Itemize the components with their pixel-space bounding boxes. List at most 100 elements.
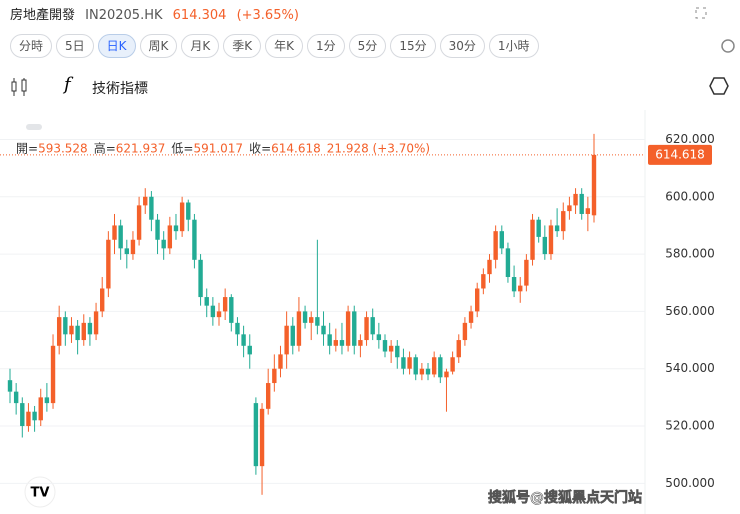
period-button[interactable]: 季K xyxy=(223,34,262,58)
candle-body xyxy=(364,317,369,341)
candle-body xyxy=(81,322,86,341)
candle-body xyxy=(413,357,418,375)
candle-body xyxy=(407,357,412,369)
candle-body xyxy=(38,397,43,421)
candle-body xyxy=(50,345,56,404)
candle-body xyxy=(198,259,203,298)
legend-value: 621.937 xyxy=(116,142,166,156)
header: 房地產開發 IN20205.HK 614.304 (+3.65%) xyxy=(10,4,299,23)
candle-body xyxy=(69,325,74,335)
candle-body xyxy=(431,357,437,375)
candle-body xyxy=(7,380,13,392)
candle-body xyxy=(265,383,271,409)
indicator-button[interactable]: 技術指標 xyxy=(92,81,148,97)
candle-body xyxy=(585,208,591,214)
candle-body xyxy=(579,193,584,214)
candle-body xyxy=(376,334,382,341)
watermark: 搜狐号@搜狐黑点天门站 xyxy=(488,489,642,506)
stock-code: IN20205.HK xyxy=(85,8,163,23)
candle-body xyxy=(511,277,517,292)
tv-logo: TV xyxy=(24,476,56,508)
period-button[interactable]: 5分 xyxy=(348,34,387,58)
candle-body xyxy=(13,391,19,404)
candle-body xyxy=(438,357,443,378)
candle-body xyxy=(327,334,332,346)
candle-body xyxy=(32,411,37,421)
candle-body xyxy=(302,311,308,323)
candle-body xyxy=(106,239,111,289)
candle-body xyxy=(100,288,105,312)
y-tick-label: 600.000 xyxy=(665,189,715,203)
candle-body xyxy=(536,219,541,237)
period-button[interactable]: 月K xyxy=(181,34,220,58)
settings-icon xyxy=(721,39,735,53)
legend-value: 21.928 (+3.70%) xyxy=(327,142,430,156)
candle-body xyxy=(296,311,302,346)
candle-body xyxy=(481,274,486,289)
candle-body xyxy=(118,225,123,249)
period-button[interactable]: 年K xyxy=(265,34,304,58)
legend-value: 591.017 xyxy=(193,142,243,156)
period-button[interactable]: 分時 xyxy=(10,34,53,58)
candle-body xyxy=(155,219,160,240)
period-toolbar: 分時 5日 日K 周K 月K 季K 年K 1分 5分 15分 30分 1小時 xyxy=(10,34,539,58)
candle-body xyxy=(444,371,449,378)
candle-body xyxy=(548,225,554,255)
candle-body xyxy=(216,311,222,318)
period-button[interactable]: 1小時 xyxy=(488,34,539,58)
candle-body xyxy=(309,317,314,323)
candle-body xyxy=(573,193,578,206)
candle-body xyxy=(370,317,375,335)
candle-body xyxy=(222,297,228,312)
candle-body xyxy=(167,225,173,249)
candle-body xyxy=(75,325,80,341)
candle-body xyxy=(136,205,142,240)
y-tick-label: 540.000 xyxy=(665,361,715,375)
last-price-label: 614.618 xyxy=(655,147,705,161)
candle-body xyxy=(425,368,431,375)
legend-value: 614.618 xyxy=(271,142,321,156)
candle-body xyxy=(44,397,50,404)
price: 614.304 xyxy=(172,8,227,23)
y-tick-label: 580.000 xyxy=(665,247,715,261)
candle-body xyxy=(20,403,25,427)
period-button[interactable]: 日K xyxy=(97,34,136,58)
candle-body xyxy=(56,317,62,346)
candle-body xyxy=(290,325,295,346)
period-button[interactable]: 周K xyxy=(139,34,178,58)
period-button[interactable]: 15分 xyxy=(390,34,436,58)
candle-body xyxy=(87,322,93,335)
candle-body xyxy=(210,305,216,318)
candle-body xyxy=(333,340,339,346)
candle-body xyxy=(567,205,572,212)
candle-body xyxy=(401,357,406,369)
fullscreen-icon xyxy=(695,7,707,19)
candle-body xyxy=(518,285,523,292)
period-button[interactable]: 5日 xyxy=(56,34,94,58)
candle-body xyxy=(63,317,68,335)
candle-body xyxy=(450,357,455,372)
legend-label: 收= xyxy=(249,142,271,156)
candle-body xyxy=(241,334,246,346)
collapse-handle xyxy=(26,124,42,130)
period-button[interactable]: 1分 xyxy=(307,34,345,58)
candle-body xyxy=(284,325,289,355)
layout-icon xyxy=(709,77,729,95)
candle-body xyxy=(382,340,388,352)
y-tick-label: 560.000 xyxy=(665,304,715,318)
candle-body xyxy=(499,231,504,249)
period-button[interactable]: 30分 xyxy=(439,34,485,58)
candle-body xyxy=(192,219,197,260)
candle-body xyxy=(561,211,566,232)
candle-body xyxy=(179,202,185,232)
candle-body xyxy=(124,248,129,255)
candle-body xyxy=(143,196,148,206)
fx-icon[interactable]: f xyxy=(64,74,71,95)
legend-label: 開= xyxy=(16,142,38,156)
last-price-box xyxy=(648,144,712,165)
candle-body xyxy=(345,311,351,346)
stock-name: 房地產開發 xyxy=(10,8,76,23)
y-tick-label: 500.000 xyxy=(665,476,715,490)
candle-body xyxy=(591,154,597,216)
